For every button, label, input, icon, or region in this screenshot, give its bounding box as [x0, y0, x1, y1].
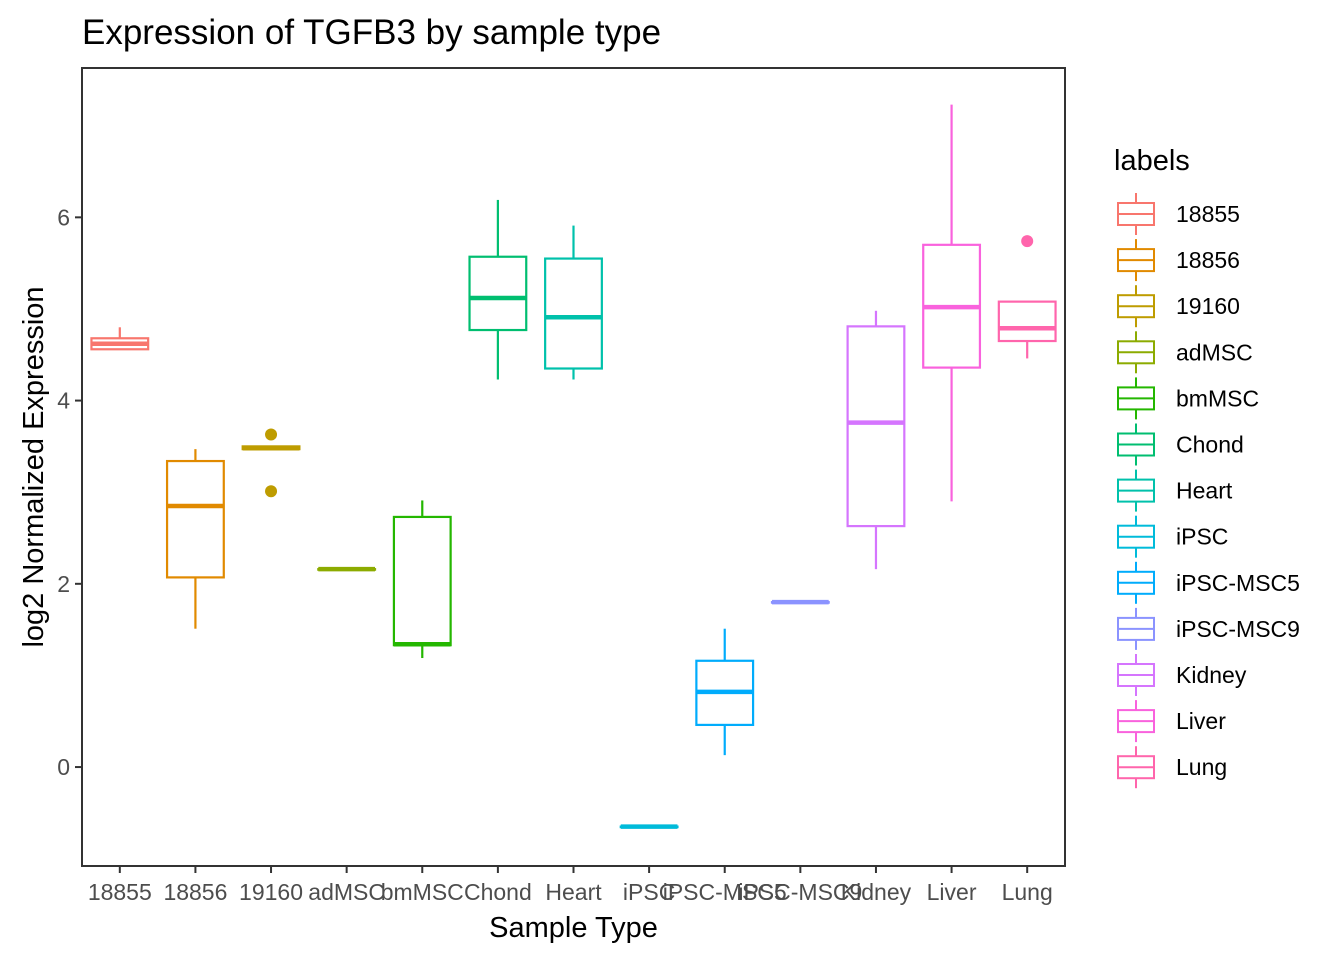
legend-label: Chond	[1176, 432, 1244, 458]
legend-label: bmMSC	[1176, 385, 1259, 411]
box-ipsc-msc9	[770, 599, 830, 605]
legend-item-ipsc: iPSC	[1117, 515, 1228, 558]
box-ipsc	[619, 824, 679, 829]
box-body	[165, 459, 225, 579]
legend-title: labels	[1114, 145, 1190, 177]
legend-item-kidney: Kidney	[1117, 654, 1247, 696]
legend-label: adMSC	[1176, 339, 1253, 365]
box-kidney	[846, 310, 906, 570]
box-heart	[544, 225, 603, 380]
y-axis-title: log2 Normalized Expression	[18, 286, 50, 647]
legend-item-liver: Liver	[1117, 700, 1226, 743]
legend-label: Liver	[1176, 708, 1226, 734]
legend-item-admsc: adMSC	[1117, 331, 1253, 374]
plot-panel	[81, 67, 1066, 867]
legend-label: 18856	[1176, 247, 1240, 273]
legend-label: iPSC-MSC9	[1176, 616, 1300, 642]
box-chond	[468, 199, 528, 380]
box-liver	[922, 104, 982, 502]
legend-item-18855: 18855	[1117, 193, 1240, 235]
legend-label: iPSC	[1176, 524, 1228, 550]
x-tick-label: 18856	[163, 879, 227, 905]
boxes-layer	[90, 104, 1057, 829]
x-tick-label: adMSC	[308, 879, 385, 905]
outlier-point	[265, 428, 278, 441]
box-18856	[165, 449, 225, 629]
x-tick-label: iPSC	[623, 879, 675, 905]
x-tick-label: Chond	[464, 879, 532, 905]
legend-label: Lung	[1176, 754, 1227, 780]
y-tick-label: 6	[57, 204, 70, 230]
y-tick-label: 0	[57, 754, 70, 780]
box-bmmsc	[392, 500, 452, 659]
x-tick-label: Heart	[545, 879, 602, 905]
x-tick-label: iPSC-MSC9	[738, 879, 862, 905]
x-tick-label: 18855	[88, 879, 152, 905]
legend-item-lung: Lung	[1117, 746, 1227, 789]
legend: labels 18855 18856 19160 adMSC bmMSC Chond Hea…	[1114, 145, 1300, 789]
box-body	[468, 255, 528, 332]
legend-item-bmmsc: bmMSC	[1117, 377, 1259, 420]
chart-title: Expression of TGFB3 by sample type	[82, 13, 661, 52]
legend-label: Kidney	[1176, 662, 1247, 688]
legend-item-heart: Heart	[1117, 469, 1233, 512]
box-body	[997, 300, 1057, 343]
x-tick-label: Liver	[927, 879, 977, 905]
x-tick-label: bmMSC	[381, 879, 464, 905]
y-tick-label: 2	[57, 571, 70, 597]
box-body	[544, 257, 603, 370]
box-admsc	[317, 566, 377, 572]
box-body	[392, 515, 452, 647]
legend-item-ipsc-msc5: iPSC-MSC5	[1117, 561, 1300, 604]
legend-label: 18855	[1176, 201, 1240, 227]
outlier-point	[265, 485, 278, 498]
x-tick-label: 19160	[239, 879, 303, 905]
box-ipsc-msc5	[695, 628, 755, 756]
box-19160	[241, 428, 301, 498]
legend-item-ipsc-msc9: iPSC-MSC9	[1117, 607, 1300, 650]
x-tick-label: Lung	[1002, 879, 1053, 905]
y-tick-label: 4	[57, 388, 70, 414]
legend-label: iPSC-MSC5	[1176, 570, 1300, 596]
legend-label: 19160	[1176, 293, 1240, 319]
legend-item-19160: 19160	[1117, 285, 1240, 328]
x-axis-title: Sample Type	[489, 912, 658, 944]
x-tick-label: iPSC-MSC5	[663, 879, 787, 905]
legend-label: Heart	[1176, 478, 1233, 504]
box-lung	[997, 235, 1057, 359]
x-tick-label: Kidney	[841, 879, 912, 905]
box-18855	[90, 327, 150, 351]
y-axis: 0 2 4 6	[57, 204, 82, 780]
box-body	[846, 325, 906, 528]
legend-item-18856: 18856	[1117, 239, 1240, 282]
outlier-point	[1021, 235, 1034, 248]
legend-item-chond: Chond	[1117, 423, 1244, 466]
